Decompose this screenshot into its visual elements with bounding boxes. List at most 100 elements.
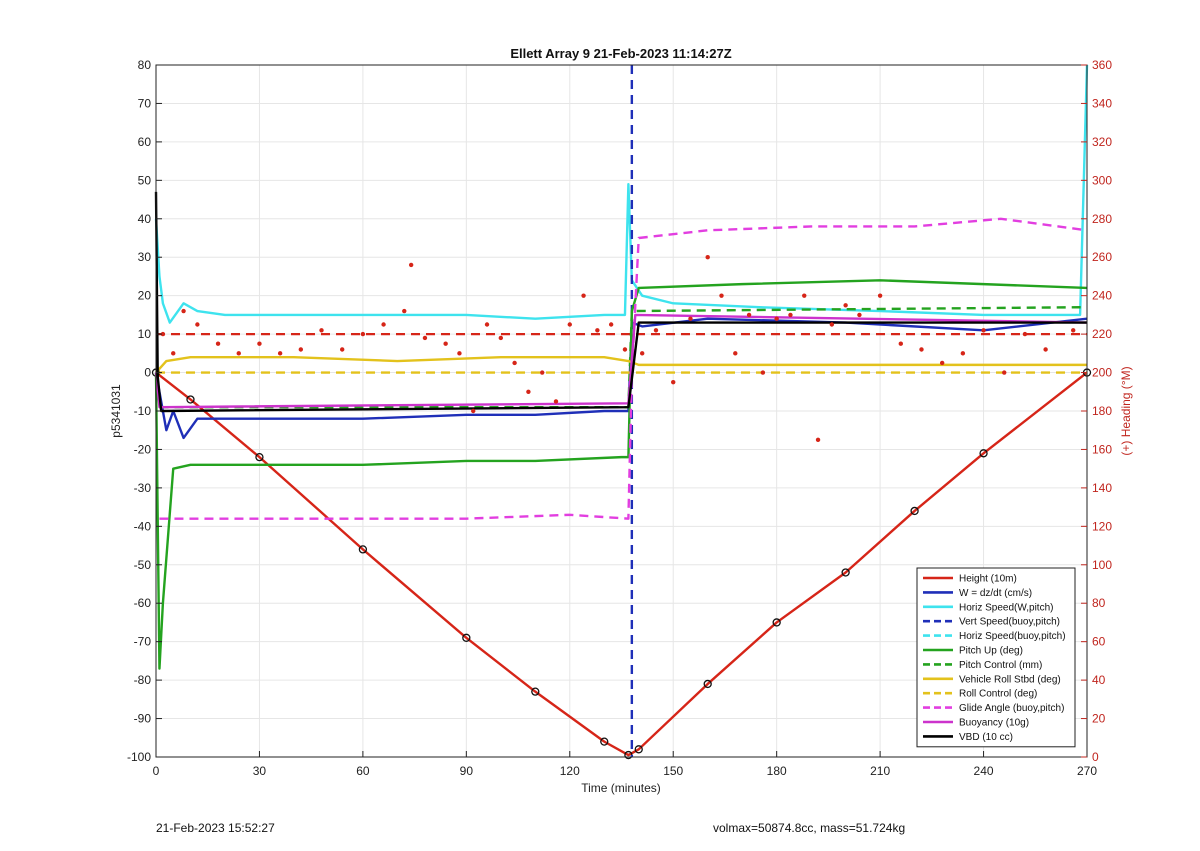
- height-marker: [703, 679, 712, 689]
- heading-point: [898, 341, 903, 346]
- y2-tick-label: 360: [1092, 58, 1112, 72]
- heading-point: [526, 389, 531, 394]
- y-tick-label: -20: [134, 442, 152, 456]
- y-tick-label: 50: [138, 173, 152, 187]
- heading-point: [639, 351, 645, 356]
- y-tick-label: 40: [138, 212, 152, 226]
- height-marker: [531, 687, 540, 696]
- y-tick-label: -60: [134, 596, 152, 610]
- heading-point: [512, 360, 517, 366]
- y2-tick-label: 240: [1092, 289, 1112, 303]
- x-tick-label: 270: [1077, 764, 1097, 778]
- heading-point: [539, 370, 545, 375]
- heading-point: [319, 328, 324, 333]
- heading-point: [1071, 328, 1076, 333]
- heading-point: [746, 312, 752, 318]
- x-tick-label: 90: [460, 764, 474, 778]
- height-marker: [462, 633, 471, 642]
- x-axis-ticks: 0 30 60 90 120 150 180 210 240 270: [153, 751, 1097, 778]
- heading-point: [622, 347, 628, 352]
- height-marker: [634, 745, 643, 754]
- heading-point: [567, 322, 572, 327]
- legend-label: Vehicle Roll Stbd (deg): [959, 674, 1061, 685]
- heading-point: [277, 351, 283, 356]
- legend-label: Pitch Up (deg): [959, 646, 1023, 657]
- y2-tick-label: 80: [1092, 596, 1106, 610]
- heading-point: [857, 312, 862, 318]
- heading-point: [360, 331, 366, 337]
- heading-point: [553, 399, 559, 404]
- y2-tick-label: 140: [1092, 481, 1112, 495]
- series-line-0: [155, 371, 1088, 757]
- y2-tick-label: 40: [1092, 673, 1106, 687]
- height-marker: [186, 395, 195, 404]
- y2-tick-label: 180: [1092, 404, 1112, 418]
- series-line-1: [154, 317, 1088, 440]
- heading-point: [298, 347, 304, 352]
- heading-point: [760, 370, 766, 375]
- y-axis-label: p5341031: [109, 384, 123, 438]
- y-tick-label: -40: [134, 519, 152, 533]
- chart-title: Ellett Array 9 21-Feb-2023 11:14:27Z: [510, 46, 731, 61]
- legend-label: Buoyancy (10g): [959, 718, 1029, 729]
- x-tick-label: 240: [974, 764, 994, 778]
- y-tick-label: 30: [138, 250, 152, 264]
- heading-point: [484, 322, 490, 327]
- heading-point: [340, 347, 345, 352]
- y2-tick-label: 300: [1092, 173, 1112, 187]
- y2-tick-label: 20: [1092, 712, 1106, 726]
- legend-label: VBD (10 cc): [959, 732, 1013, 743]
- legend-label: W = dz/dt (cm/s): [959, 588, 1032, 599]
- legend-label: Glide Angle (buoy,pitch): [959, 703, 1064, 714]
- heading-point: [653, 328, 659, 333]
- y-tick-label: 60: [138, 135, 152, 149]
- heading-point: [843, 303, 848, 308]
- heading-point: [181, 308, 186, 314]
- footer-timestamp: 21-Feb-2023 15:52:27: [156, 821, 275, 835]
- y2-axis-ticks: 3603403203002802602402202001801601401201…: [1081, 58, 1112, 764]
- heading-point: [171, 351, 176, 356]
- heading-point: [960, 351, 966, 356]
- legend-box: [916, 567, 1076, 748]
- heading-point: [408, 262, 414, 268]
- heading-point: [802, 293, 807, 298]
- y-tick-label: 80: [138, 58, 152, 72]
- series-line-11: [154, 191, 1087, 413]
- heading-point: [919, 347, 924, 352]
- y-tick-label: 70: [138, 96, 152, 110]
- heading-point: [671, 379, 676, 385]
- heading-point: [257, 341, 262, 346]
- y-tick-label: -30: [134, 481, 152, 495]
- y2-tick-label: 160: [1092, 442, 1112, 456]
- series-line-6: [159, 306, 1088, 409]
- heading-point: [733, 351, 738, 356]
- heading-point: [829, 322, 835, 327]
- height-marker: [772, 618, 781, 627]
- heading-point: [981, 328, 986, 333]
- y-tick-label: -70: [134, 635, 152, 649]
- x-axis-label: Time (minutes): [581, 781, 661, 795]
- series-layer: [151, 64, 1092, 760]
- heading-point: [381, 322, 386, 327]
- x-tick-label: 180: [767, 764, 787, 778]
- heading-point: [774, 316, 779, 321]
- height-marker: [600, 737, 609, 746]
- y-tick-label: 10: [138, 327, 152, 341]
- heading-point: [719, 293, 724, 298]
- y-tick-label: -50: [134, 558, 152, 572]
- heading-point: [815, 437, 821, 443]
- heading-point: [195, 322, 200, 327]
- y-tick-label: -10: [134, 404, 152, 418]
- heading-point: [1002, 370, 1007, 375]
- legend-label: Height (10m): [959, 574, 1017, 585]
- legend-label: Pitch Control (mm): [959, 660, 1042, 671]
- x-tick-label: 0: [153, 764, 160, 778]
- series-line-7: [155, 355, 1087, 374]
- heading-point: [1022, 331, 1028, 337]
- heading-point: [788, 312, 793, 318]
- heading-point: [705, 255, 710, 260]
- heading-point: [443, 341, 448, 346]
- y2-tick-label: 0: [1092, 750, 1099, 764]
- y2-axis-label: (+) Heading (°M): [1119, 366, 1133, 455]
- y2-tick-label: 260: [1092, 250, 1112, 264]
